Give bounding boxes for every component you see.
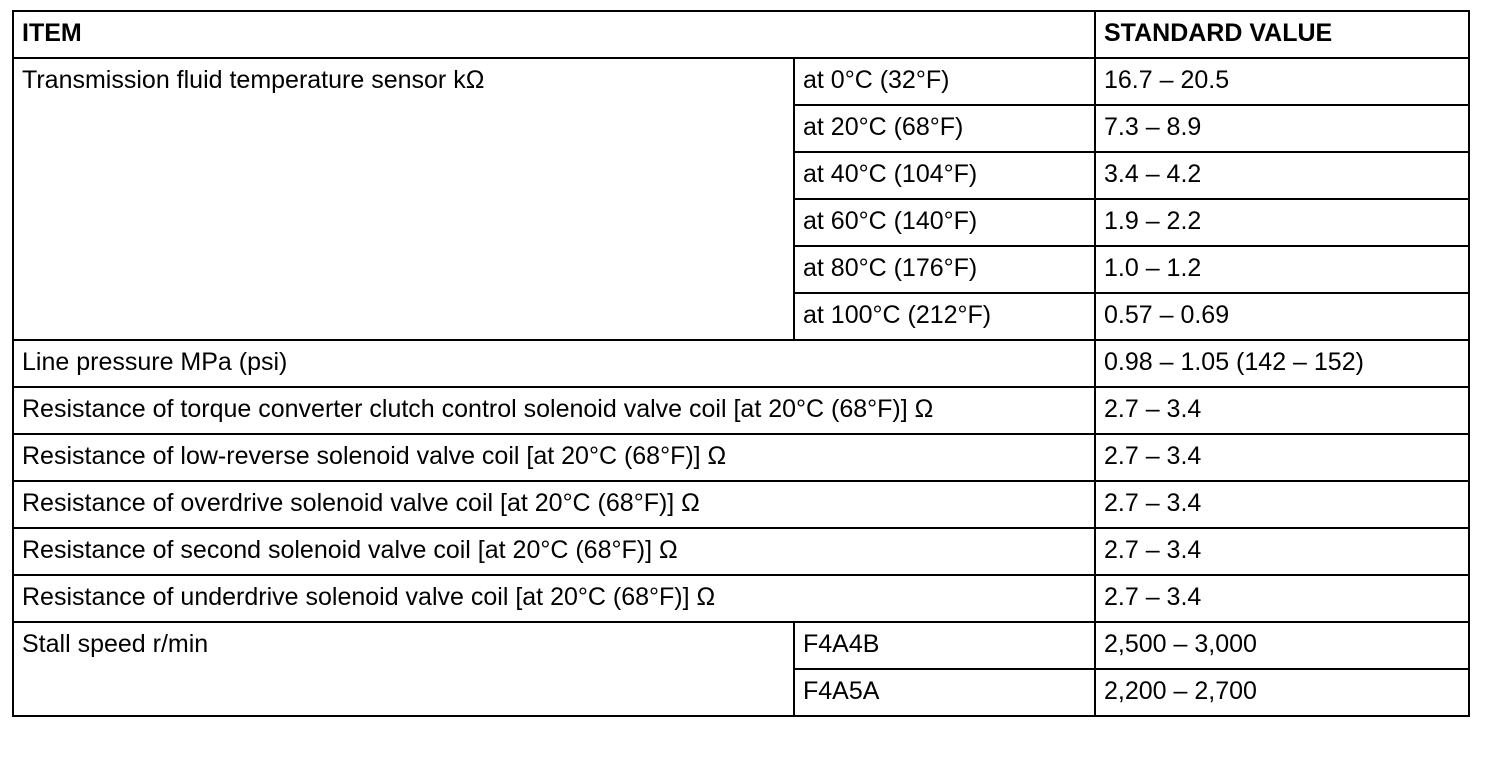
- item-cell: Resistance of overdrive solenoid valve c…: [12, 480, 1096, 529]
- item-cell: Resistance of torque converter clutch co…: [12, 386, 1096, 435]
- row: at 100°C (212°F) 0.57 – 0.69: [13, 292, 1470, 341]
- condition-cell: F4A4B: [793, 621, 1096, 670]
- row: at 40°C (104°F) 3.4 – 4.2: [13, 151, 1470, 200]
- row: Resistance of low-reverse solenoid valve…: [12, 433, 1470, 482]
- header-item: ITEM: [12, 10, 1096, 59]
- condition-cell: at 40°C (104°F): [793, 151, 1096, 200]
- condition-cell: at 80°C (176°F): [793, 245, 1096, 294]
- header-standard-value: STANDARD VALUE: [1094, 10, 1470, 59]
- spec-table: ITEM STANDARD VALUE Transmission fluid t…: [12, 10, 1470, 717]
- value-cell: 2,200 – 2,700: [1094, 668, 1470, 717]
- value-cell: 0.98 – 1.05 (142 – 152): [1094, 339, 1470, 388]
- value-cell: 1.9 – 2.2: [1094, 198, 1470, 247]
- row: Line pressure MPa (psi) 0.98 – 1.05 (142 …: [12, 339, 1470, 388]
- item-cell: Resistance of underdrive solenoid valve …: [12, 574, 1096, 623]
- item-cell: Stall speed r/min: [12, 621, 795, 717]
- value-cell: 2.7 – 3.4: [1094, 480, 1470, 529]
- row: at 80°C (176°F) 1.0 – 1.2: [13, 245, 1470, 294]
- value-cell: 16.7 – 20.5: [1094, 57, 1470, 106]
- value-cell: 2.7 – 3.4: [1094, 386, 1470, 435]
- row: Resistance of second solenoid valve coil…: [12, 527, 1470, 576]
- value-cell: 1.0 – 1.2: [1094, 245, 1470, 294]
- item-cell: Resistance of second solenoid valve coil…: [12, 527, 1096, 576]
- value-cell: 3.4 – 4.2: [1094, 151, 1470, 200]
- condition-cell: at 100°C (212°F): [793, 292, 1096, 341]
- row: F4A5A 2,200 – 2,700: [13, 668, 1470, 717]
- row: Resistance of underdrive solenoid valve …: [12, 574, 1470, 623]
- row: Resistance of overdrive solenoid valve c…: [12, 480, 1470, 529]
- value-cell: 2.7 – 3.4: [1094, 574, 1470, 623]
- header-row: ITEM STANDARD VALUE: [12, 10, 1470, 59]
- row: at 20°C (68°F) 7.3 – 8.9: [13, 104, 1470, 153]
- row: Resistance of torque converter clutch co…: [12, 386, 1470, 435]
- value-cell: 2,500 – 3,000: [1094, 621, 1470, 670]
- row: at 60°C (140°F) 1.9 – 2.2: [13, 198, 1470, 247]
- item-cell: Transmission fluid temperature sensor kΩ: [12, 57, 795, 341]
- value-cell: 7.3 – 8.9: [1094, 104, 1470, 153]
- row: Stall speed r/min F4A4B 2,500 – 3,000: [12, 621, 1470, 717]
- condition-cell: at 0°C (32°F): [793, 57, 1096, 106]
- condition-cell: F4A5A: [793, 668, 1096, 717]
- value-cell: 2.7 – 3.4: [1094, 527, 1470, 576]
- condition-cell: at 20°C (68°F): [793, 104, 1096, 153]
- table-body: ITEM STANDARD VALUE Transmission fluid t…: [12, 10, 1470, 717]
- item-cell: Resistance of low-reverse solenoid valve…: [12, 433, 1096, 482]
- value-cell: 0.57 – 0.69: [1094, 292, 1470, 341]
- row: Transmission fluid temperature sensor kΩ…: [12, 57, 1470, 341]
- item-cell: Line pressure MPa (psi): [12, 339, 1096, 388]
- value-cell: 2.7 – 3.4: [1094, 433, 1470, 482]
- condition-cell: at 60°C (140°F): [793, 198, 1096, 247]
